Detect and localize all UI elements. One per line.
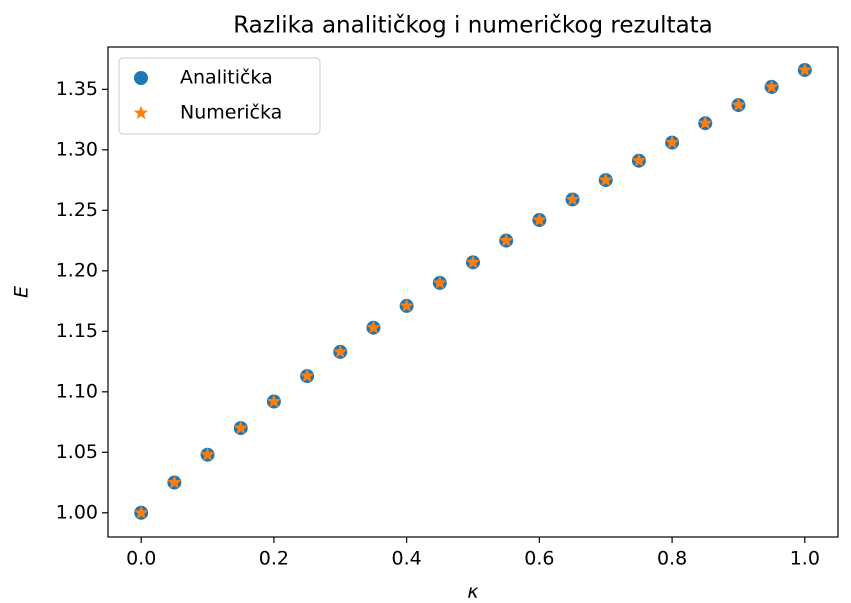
star-marker xyxy=(499,233,514,247)
x-tick-label: 0.4 xyxy=(392,548,422,570)
star-marker xyxy=(299,368,315,383)
y-tick-label: 1.05 xyxy=(56,441,98,463)
star-marker xyxy=(133,105,149,120)
star-marker xyxy=(333,344,348,358)
y-tick-label: 1.10 xyxy=(56,380,98,402)
legend-label: Numerička xyxy=(180,102,282,124)
star-marker xyxy=(399,298,414,312)
legend-box xyxy=(118,57,321,135)
x-tick-label: 1.0 xyxy=(790,548,820,570)
x-tick-label: 0.0 xyxy=(126,548,156,570)
x-tick-label: 0.8 xyxy=(657,548,687,570)
y-tick-label: 1.30 xyxy=(56,138,98,160)
x-tick-label: 0.2 xyxy=(259,548,289,570)
legend-label: Analitička xyxy=(180,67,273,89)
star-marker xyxy=(698,115,713,130)
star-marker xyxy=(797,62,812,77)
star-marker xyxy=(200,447,215,461)
star-marker xyxy=(598,172,613,187)
point xyxy=(134,71,148,85)
axes-frame xyxy=(107,46,839,538)
star-marker xyxy=(233,420,248,435)
y-tick-label: 1.25 xyxy=(56,199,98,221)
y-tick-label: 1.15 xyxy=(56,320,98,342)
star-marker xyxy=(167,475,182,489)
star-marker xyxy=(266,393,282,408)
x-tick-label: 0.6 xyxy=(524,548,554,570)
star-marker xyxy=(764,79,779,93)
star-marker xyxy=(366,320,381,334)
star-marker xyxy=(565,191,580,206)
chart-title: Razlika analitičkog i numeričkog rezulta… xyxy=(233,13,713,39)
x-axis-label: κ xyxy=(467,581,479,603)
star-marker xyxy=(134,505,149,519)
star-marker xyxy=(432,275,447,289)
star-marker xyxy=(465,254,481,269)
y-tick-label: 1.35 xyxy=(56,78,98,100)
y-tick-label: 1.00 xyxy=(56,501,98,523)
star-marker xyxy=(664,135,680,149)
star-marker xyxy=(631,153,647,167)
y-axis-label: E xyxy=(11,286,33,298)
y-tick-label: 1.20 xyxy=(56,259,98,281)
star-marker xyxy=(532,212,547,227)
star-marker xyxy=(731,97,746,112)
